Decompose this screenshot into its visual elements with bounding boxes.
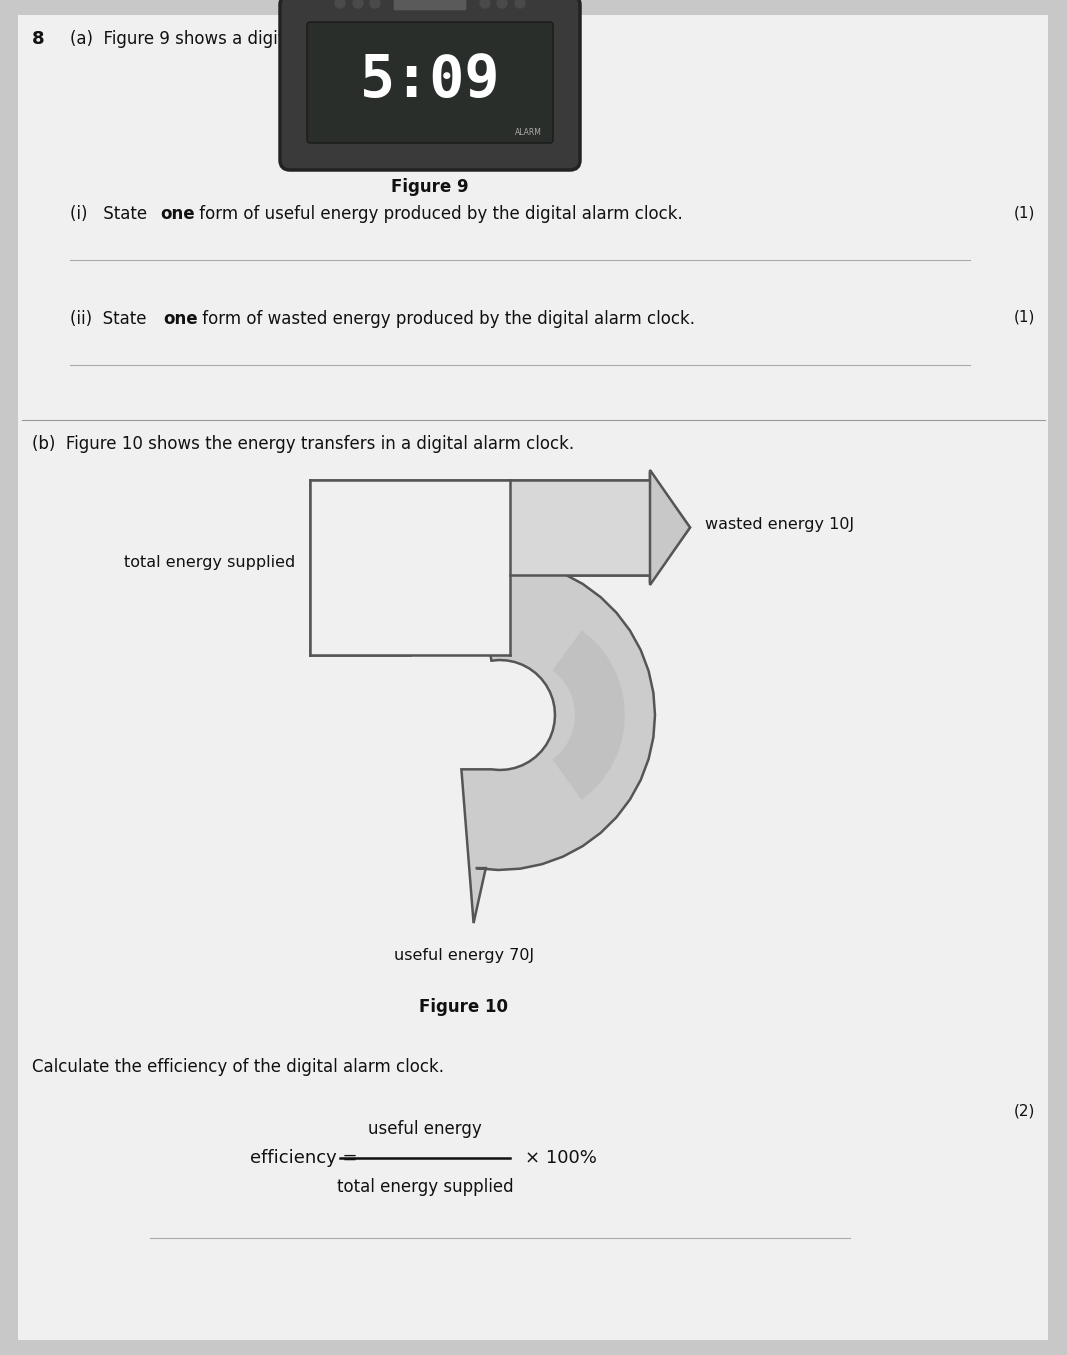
- Text: total energy supplied: total energy supplied: [337, 1177, 513, 1196]
- Polygon shape: [553, 630, 625, 799]
- Text: efficiency =: efficiency =: [250, 1149, 357, 1167]
- Text: Figure 9: Figure 9: [392, 178, 468, 196]
- FancyBboxPatch shape: [280, 0, 580, 169]
- FancyBboxPatch shape: [393, 0, 467, 11]
- Circle shape: [480, 0, 490, 8]
- Text: wasted energy 10J: wasted energy 10J: [705, 518, 854, 533]
- Text: form of useful energy produced by the digital alarm clock.: form of useful energy produced by the di…: [194, 205, 683, 224]
- Text: (a)  Figure 9 shows a digital alarm clock.: (a) Figure 9 shows a digital alarm clock…: [70, 30, 405, 47]
- Text: (i)   State: (i) State: [70, 205, 153, 224]
- Polygon shape: [650, 472, 690, 583]
- Text: useful energy 70J: useful energy 70J: [394, 948, 534, 963]
- Text: × 100%: × 100%: [525, 1149, 596, 1167]
- Text: one: one: [160, 205, 194, 224]
- Text: 8: 8: [32, 30, 45, 47]
- Text: 5:09: 5:09: [360, 51, 500, 108]
- FancyBboxPatch shape: [307, 22, 553, 144]
- Circle shape: [515, 0, 525, 8]
- Text: total energy supplied: total energy supplied: [124, 556, 294, 570]
- Circle shape: [335, 0, 345, 8]
- Text: (1): (1): [1014, 205, 1035, 220]
- Polygon shape: [461, 560, 655, 923]
- Polygon shape: [310, 480, 510, 654]
- Text: Figure 10: Figure 10: [419, 999, 508, 1016]
- FancyBboxPatch shape: [18, 15, 1048, 1340]
- Circle shape: [370, 0, 380, 8]
- Text: Calculate the efficiency of the digital alarm clock.: Calculate the efficiency of the digital …: [32, 1058, 444, 1076]
- Circle shape: [353, 0, 363, 8]
- Text: (b)  Figure 10 shows the energy transfers in a digital alarm clock.: (b) Figure 10 shows the energy transfers…: [32, 435, 574, 453]
- Text: (ii)  State: (ii) State: [70, 310, 152, 328]
- Circle shape: [497, 0, 507, 8]
- Polygon shape: [510, 480, 650, 575]
- Text: (2): (2): [1014, 1103, 1035, 1118]
- Text: (1): (1): [1014, 310, 1035, 325]
- Text: form of wasted energy produced by the digital alarm clock.: form of wasted energy produced by the di…: [197, 310, 695, 328]
- Polygon shape: [510, 480, 650, 575]
- Text: useful energy: useful energy: [368, 1121, 482, 1138]
- Text: one: one: [163, 310, 197, 328]
- Polygon shape: [650, 470, 690, 585]
- Text: ALARM: ALARM: [515, 127, 542, 137]
